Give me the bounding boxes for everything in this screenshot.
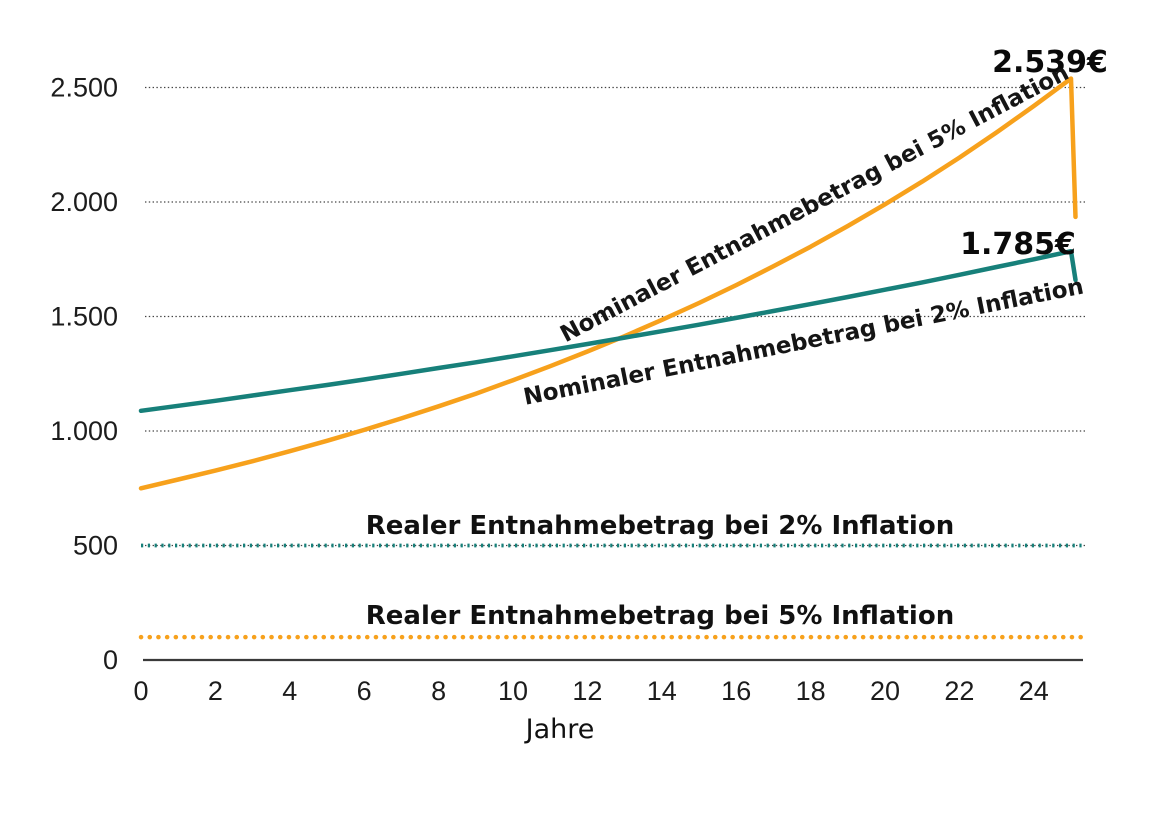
x-tick-label: 6 xyxy=(357,676,372,706)
x-tick-label: 12 xyxy=(572,676,602,706)
peak-value-label-5pct: 2.539€ xyxy=(992,45,1108,80)
y-tick-label: 2.500 xyxy=(50,73,118,103)
x-tick-label: 4 xyxy=(282,676,297,706)
x-tick-label: 2 xyxy=(208,676,223,706)
series-line-nominal-2pct xyxy=(138,248,1078,414)
x-tick-label: 18 xyxy=(796,676,826,706)
data-series xyxy=(138,76,1085,640)
x-axis-title: Jahre xyxy=(524,714,595,745)
x-tick-label: 22 xyxy=(944,676,974,706)
y-tick-label: 2.000 xyxy=(50,187,118,217)
x-tick-label: 16 xyxy=(721,676,751,706)
x-tick-label: 0 xyxy=(133,676,148,706)
gridlines xyxy=(145,86,1085,547)
flat-label-real-2pct: Realer Entnahmebetrag bei 2% Inflation xyxy=(366,511,954,541)
x-axis-tick-labels: 0 2 4 6 8 10 12 14 16 18 20 22 24 xyxy=(133,676,1048,706)
y-axis-tick-labels: 0 500 1.000 1.500 2.000 2.500 xyxy=(50,73,118,676)
y-tick-label: 1.500 xyxy=(50,302,118,332)
x-tick-label: 20 xyxy=(870,676,900,706)
x-tick-label: 10 xyxy=(498,676,528,706)
y-tick-label: 0 xyxy=(103,645,118,675)
x-tick-label: 14 xyxy=(647,676,677,706)
x-tick-label: 24 xyxy=(1019,676,1049,706)
x-tick-label: 8 xyxy=(431,676,446,706)
y-tick-label: 500 xyxy=(73,531,118,561)
y-tick-label: 1.000 xyxy=(50,416,118,446)
flat-label-real-5pct: Realer Entnahmebetrag bei 5% Inflation xyxy=(366,601,954,631)
peak-value-label-2pct: 1.785€ xyxy=(960,227,1076,262)
